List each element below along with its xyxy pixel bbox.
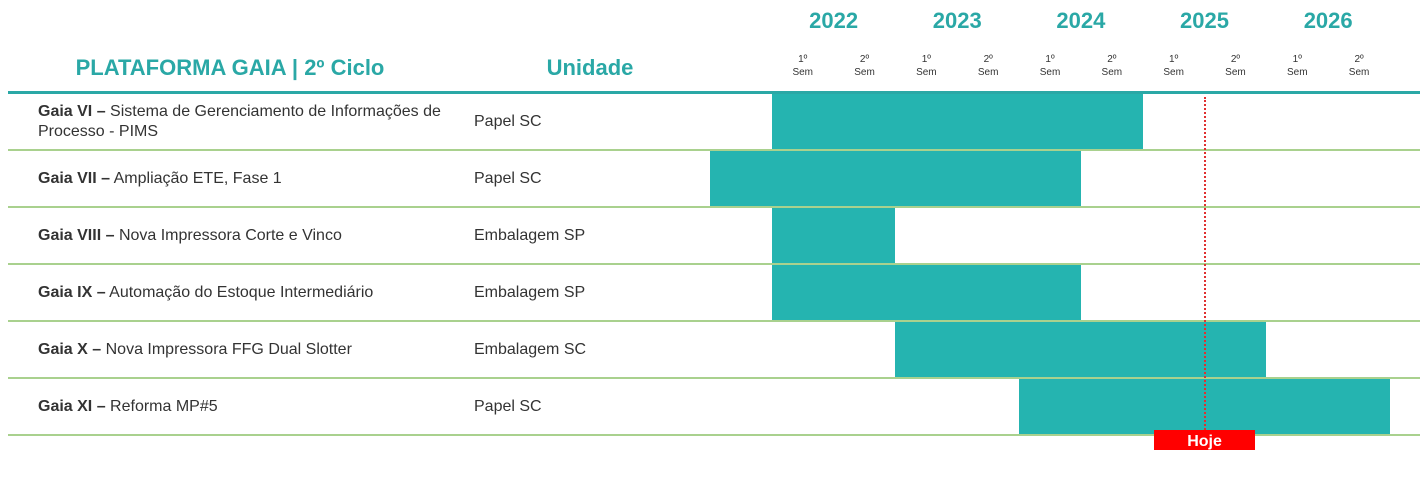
semester-label: 1º Sem xyxy=(1030,53,1070,79)
task-label-text: Gaia X – Nova Impressora FFG Dual Slotte… xyxy=(38,340,352,360)
row-line xyxy=(8,320,1420,322)
task-unit: Papel SC xyxy=(474,397,542,415)
semester-word: Sem xyxy=(1163,67,1184,78)
semester-number: 2º xyxy=(983,54,993,65)
semester-number: 2º xyxy=(1107,54,1117,65)
task-name: Reforma MP#5 xyxy=(110,397,218,415)
row-line xyxy=(8,206,1420,208)
bar xyxy=(771,208,896,263)
semester-word: Sem xyxy=(854,67,875,78)
task-label: Gaia VIII – Nova Impressora Corte e Vinc… xyxy=(38,208,458,263)
task-label-text: Gaia VIII – Nova Impressora Corte e Vinc… xyxy=(38,226,342,246)
year-label: 2024 xyxy=(1056,8,1106,33)
semester-word: Sem xyxy=(1348,67,1370,78)
semester-word: Sem xyxy=(977,67,999,78)
row-line xyxy=(8,263,1420,265)
year-label: 2026 xyxy=(1303,8,1353,33)
task-unit: Papel SC xyxy=(474,112,542,130)
task-unit: Embalagem SC xyxy=(474,340,587,358)
task-label: Gaia X – Nova Impressora FFG Dual Slotte… xyxy=(38,322,458,377)
semester-word: Sem xyxy=(1101,67,1123,78)
bar xyxy=(710,151,1081,206)
task-name: Automação do Estoque Intermediário xyxy=(109,283,374,301)
unit-header: Unidade xyxy=(546,55,634,80)
task-label: Gaia IX – Automação do Estoque Intermedi… xyxy=(38,265,458,320)
semester-word: Sem xyxy=(1286,67,1308,78)
semester-number: 1º xyxy=(1169,54,1179,65)
task-name: Sistema de Gerenciamento de Informações … xyxy=(38,102,441,140)
task-name: Ampliação ETE, Fase 1 xyxy=(113,169,282,187)
semester-label: 2º Sem xyxy=(1092,53,1132,79)
header-line xyxy=(8,91,1420,94)
semester-label: 2º Sem xyxy=(1339,53,1379,79)
semester-number: 2º xyxy=(859,54,870,65)
semester-word: Sem xyxy=(916,67,937,78)
task-name: Nova Impressora FFG Dual Slotter xyxy=(105,340,352,358)
semester-label: 2º Sem xyxy=(845,53,885,79)
task-prefix: Gaia VI – xyxy=(38,102,106,120)
today-line xyxy=(1203,97,1206,433)
bar xyxy=(771,265,1081,320)
row-line xyxy=(8,377,1420,379)
bar xyxy=(771,94,1143,149)
year-label: 2025 xyxy=(1180,8,1229,33)
semester-word: Sem xyxy=(792,67,813,78)
semester-label: 1º Sem xyxy=(1154,53,1194,79)
semester-number: 1º xyxy=(921,54,931,65)
task-unit: Embalagem SP xyxy=(474,283,586,301)
task-prefix: Gaia IX – xyxy=(38,283,106,301)
task-label-text: Gaia XI – Reforma MP#5 xyxy=(38,397,218,417)
task-prefix: Gaia VII – xyxy=(38,169,111,187)
semester-number: 2º xyxy=(1354,54,1364,65)
semester-word: Sem xyxy=(1225,67,1246,78)
task-label: Gaia VI – Sistema de Gerenciamento de In… xyxy=(38,94,458,149)
chart-title: PLATAFORMA GAIA | 2º Ciclo xyxy=(75,55,385,80)
semester-label: 1º Sem xyxy=(906,53,946,79)
today-label: Hoje xyxy=(1153,430,1256,450)
semester-word: Sem xyxy=(1039,67,1061,78)
semester-number: 1º xyxy=(1045,54,1055,65)
row-line xyxy=(8,149,1420,151)
semester-label: 1º Sem xyxy=(783,53,823,79)
task-label: Gaia VII – Ampliação ETE, Fase 1 xyxy=(38,151,458,206)
semester-number: 1º xyxy=(1292,54,1302,65)
task-unit: Papel SC xyxy=(474,169,542,187)
semester-number: 2º xyxy=(1230,54,1241,65)
task-label-text: Gaia VII – Ampliação ETE, Fase 1 xyxy=(38,169,282,189)
task-label: Gaia XI – Reforma MP#5 xyxy=(38,379,458,434)
year-label: 2022 xyxy=(809,8,859,33)
task-prefix: Gaia VIII – xyxy=(38,226,115,244)
task-label-text: Gaia VI – Sistema de Gerenciamento de In… xyxy=(38,102,458,142)
semester-label: 2º Sem xyxy=(968,53,1008,79)
semester-number: 1º xyxy=(798,54,808,65)
semester-label: 2º Sem xyxy=(1215,53,1255,79)
year-label: 2023 xyxy=(932,8,982,33)
task-label-text: Gaia IX – Automação do Estoque Intermedi… xyxy=(38,283,373,303)
row-line xyxy=(8,434,1420,436)
task-prefix: Gaia X – xyxy=(38,340,102,358)
semester-label: 1º Sem xyxy=(1277,53,1317,79)
task-unit: Embalagem SP xyxy=(474,226,586,244)
task-prefix: Gaia XI – xyxy=(38,397,106,415)
bar xyxy=(895,322,1267,377)
task-name: Nova Impressora Corte e Vinco xyxy=(118,226,342,244)
